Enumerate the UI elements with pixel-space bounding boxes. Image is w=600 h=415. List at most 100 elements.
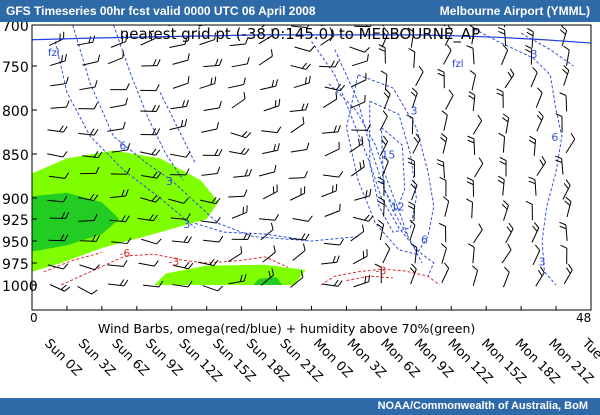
barb-flag <box>532 225 538 232</box>
wind-barb <box>230 131 252 139</box>
barb-shaft <box>472 270 479 286</box>
barb-shaft <box>77 196 94 202</box>
barb-flag <box>245 132 252 139</box>
barb-shaft <box>411 92 418 109</box>
barb-flag <box>122 121 126 129</box>
omega-contour <box>72 25 359 242</box>
wind-barb <box>200 196 221 205</box>
barb-flag <box>60 284 67 290</box>
barb-shaft <box>533 139 537 156</box>
barb-flag <box>155 149 161 156</box>
barb-shaft <box>531 31 534 48</box>
freezing-level-line <box>32 34 591 44</box>
humidity-90-area <box>32 192 120 252</box>
wind-barb <box>532 244 541 266</box>
barb-flag <box>270 49 273 57</box>
wind-barb <box>110 167 131 175</box>
barb-shaft <box>350 166 365 177</box>
barb-flag <box>214 76 217 84</box>
wind-barb <box>260 79 279 91</box>
barb-flag <box>95 234 100 242</box>
wind-barb <box>379 110 388 131</box>
wind-barb <box>498 132 506 153</box>
wind-barb <box>168 197 189 204</box>
wind-barb <box>536 155 547 176</box>
wind-barb <box>472 114 483 135</box>
station-name: Melbourne Airport (YMML) <box>439 4 590 18</box>
barb-flag <box>563 65 570 71</box>
barb-flag <box>409 219 416 226</box>
barb-flag <box>64 53 67 61</box>
barb-flag <box>188 262 194 270</box>
wind-barb <box>379 135 389 156</box>
wind-barb <box>137 214 158 222</box>
wind-barb <box>350 224 365 242</box>
barb-shaft <box>561 158 564 175</box>
barb-shaft <box>261 130 278 134</box>
wind-barb <box>415 65 424 87</box>
barb-shaft <box>200 199 216 205</box>
barb-shaft <box>505 228 514 244</box>
barb-shaft <box>503 205 509 221</box>
barb-flag <box>338 171 344 178</box>
barb-flag <box>274 164 277 172</box>
barb-flag <box>209 258 215 265</box>
wind-barb <box>324 83 346 92</box>
barb-flag <box>339 238 344 246</box>
barb-flag <box>564 200 571 206</box>
barb-shaft <box>230 132 247 139</box>
wind-barb <box>441 110 448 131</box>
barb-shaft <box>412 139 421 154</box>
barb-flag <box>89 128 95 135</box>
barb-shaft <box>141 238 157 245</box>
barb-shaft <box>289 238 306 241</box>
barb-shaft <box>563 269 573 285</box>
barb-flag <box>502 44 509 51</box>
x-tick-label: 48 <box>576 311 591 325</box>
barb-flag <box>525 45 532 50</box>
wind-barb <box>140 84 160 92</box>
barb-flag <box>151 104 156 112</box>
contour-label: 3 <box>410 104 417 117</box>
barb-flag <box>528 180 536 185</box>
wind-barb <box>528 135 537 156</box>
wind-barb <box>49 53 67 67</box>
barb-flag <box>217 285 224 292</box>
barb-shaft <box>260 85 277 91</box>
wind-barb <box>377 176 385 197</box>
wind-barb <box>560 244 568 265</box>
wind-barb <box>293 75 311 89</box>
omega-contour <box>334 49 423 264</box>
wind-barb <box>469 69 477 91</box>
barb-flag <box>538 111 544 118</box>
barb-flag <box>65 76 69 84</box>
barb-shaft <box>444 31 453 46</box>
wind-barb <box>563 263 573 285</box>
barb-flag <box>210 22 211 23</box>
barb-shaft <box>260 229 274 241</box>
freezing-level <box>32 34 591 44</box>
barb-shaft <box>137 217 154 222</box>
wind-barb <box>203 58 223 68</box>
omega-contour <box>159 92 196 164</box>
barb-shaft <box>49 60 66 67</box>
barb-flag <box>529 135 536 141</box>
barb-flag <box>559 92 567 96</box>
barb-shaft <box>504 74 515 89</box>
barb-flag <box>381 30 388 37</box>
wind-barb <box>324 203 341 217</box>
wind-barb <box>474 157 484 178</box>
barb-flag <box>247 232 252 240</box>
barb-flag <box>62 195 68 203</box>
barb-flag <box>447 25 453 32</box>
barb-flag <box>304 171 308 178</box>
wind-barb <box>261 25 266 28</box>
barb-shaft <box>198 261 214 266</box>
barb-flag <box>215 197 221 204</box>
wind-barb <box>231 232 252 240</box>
wind-barb <box>172 262 194 270</box>
barb-flag <box>61 211 66 219</box>
wind-barb <box>323 238 344 246</box>
wind-barb <box>260 222 274 241</box>
barb-flag <box>276 126 282 133</box>
